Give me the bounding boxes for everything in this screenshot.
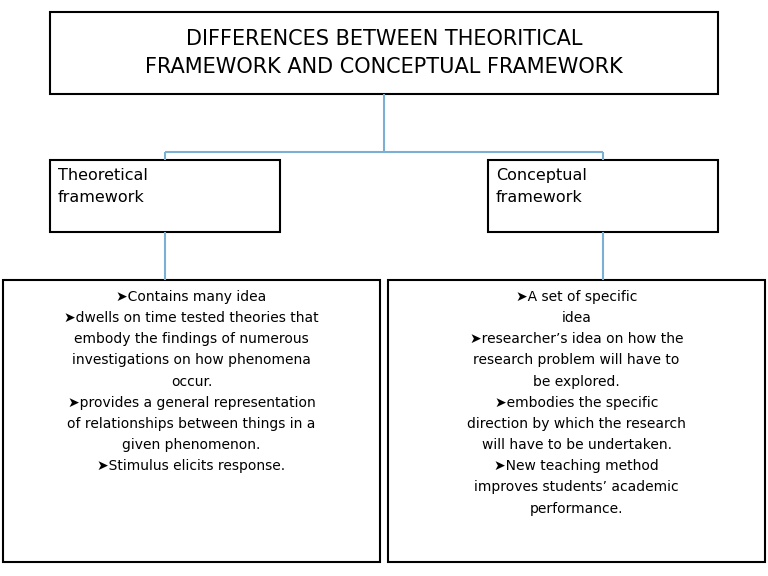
FancyBboxPatch shape [3, 280, 380, 562]
Text: DIFFERENCES BETWEEN THEORITICAL
FRAMEWORK AND CONCEPTUAL FRAMEWORK: DIFFERENCES BETWEEN THEORITICAL FRAMEWOR… [145, 29, 623, 77]
FancyBboxPatch shape [50, 160, 280, 232]
FancyBboxPatch shape [50, 12, 718, 94]
FancyBboxPatch shape [388, 280, 765, 562]
FancyBboxPatch shape [488, 160, 718, 232]
Text: Conceptual
framework: Conceptual framework [496, 168, 587, 205]
Text: ➤A set of specific
idea
➤researcher’s idea on how the
research problem will have: ➤A set of specific idea ➤researcher’s id… [467, 290, 686, 516]
Text: ➤Contains many idea
➤dwells on time tested theories that
embody the findings of : ➤Contains many idea ➤dwells on time test… [65, 290, 319, 473]
Text: Theoretical
framework: Theoretical framework [58, 168, 148, 205]
